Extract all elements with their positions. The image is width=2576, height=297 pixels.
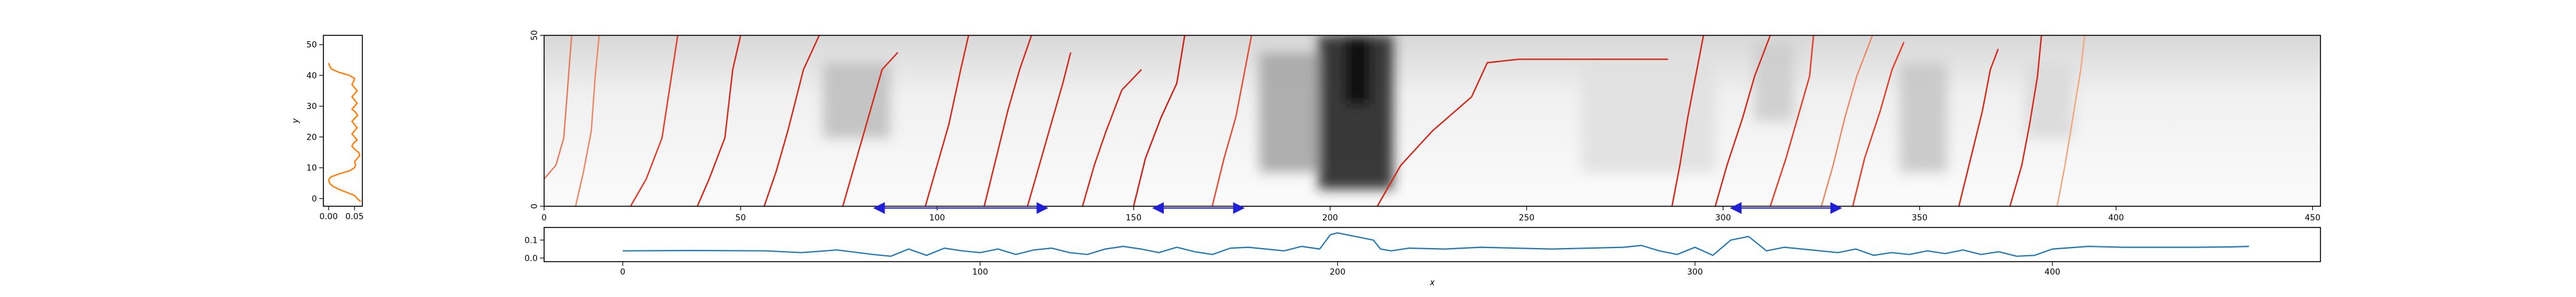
bottom-profile-xlabel: x [1429, 278, 1435, 288]
left-profile-series-line [328, 62, 362, 203]
heatmap-ridge-line [1026, 52, 1072, 206]
main-xtick-label: 0 [542, 213, 547, 223]
heatmap-dark-region [1346, 35, 1370, 104]
left-ytick-label: 20 [306, 133, 317, 142]
heatmap-ridge-line [1132, 35, 1186, 206]
heatmap-dark-region [823, 62, 891, 138]
heatmap-dark-region [1900, 62, 1947, 173]
main-xtick-label: 50 [735, 213, 746, 223]
main-ytick-label: 50 [530, 30, 539, 41]
heatmap-ridge-line [1714, 35, 1771, 206]
main-xtick-label: 350 [1911, 213, 1927, 223]
heatmap-ridge-line [575, 35, 600, 206]
heatmap-ridge-line [983, 35, 1032, 206]
bottom-xtick-label: 0 [620, 268, 626, 277]
heatmap-ridge-line [2056, 35, 2086, 206]
bottom-profile-axes: 0 100 200 300 400 0.0 0.1 [525, 236, 2060, 277]
bottom-xtick-label: 400 [2044, 268, 2060, 277]
heatmap-dark-region [1755, 42, 1794, 121]
main-heatmap-axes: 0 50 100 150 200 250 300 350 400 450 0 50 [530, 30, 2320, 223]
left-ytick-label: 40 [306, 71, 317, 81]
bottom-ytick-label: 0.0 [525, 254, 538, 263]
heatmap-ridge-line [763, 35, 820, 206]
left-profile-frame [323, 35, 363, 207]
bottom-profile-frame [544, 227, 2321, 262]
heatmap-dark-regions [823, 35, 2073, 189]
main-xtick-label: 100 [929, 213, 945, 223]
main-xtick-label: 450 [2305, 213, 2320, 223]
heatmap-ridge-line [1082, 69, 1143, 206]
heatmap-ridge-line [630, 35, 679, 206]
left-ytick-label: 50 [306, 41, 317, 50]
heatmap-ridge-line [1821, 35, 1873, 206]
heatmap-ridge-line [696, 35, 742, 206]
left-ytick-label: 10 [306, 164, 317, 173]
main-xtick-label: 150 [1126, 213, 1142, 223]
heatmap-ridge-line [544, 35, 572, 180]
heatmap-ridge-line [1671, 35, 1704, 206]
heatmap-dark-region [1259, 52, 1318, 172]
heatmap-ridge-line [1852, 42, 1905, 206]
heatmap-ridge-line [1376, 58, 1519, 206]
main-ytick-label: 0 [530, 204, 539, 209]
heatmap-ridge-line [1211, 35, 1252, 206]
bottom-profile-series-line [623, 232, 2249, 257]
heatmap-ridge-line [1958, 48, 1999, 206]
bottom-xtick-label: 300 [1687, 268, 1703, 277]
heatmap-ridge-line [842, 52, 899, 206]
left-ytick-label: 30 [306, 102, 317, 111]
heatmap-ridge-line [1769, 35, 1815, 206]
left-xtick-label: 0.05 [345, 212, 364, 222]
bottom-profile-panel: 0 100 200 300 400 0.0 0.1 x [525, 227, 2321, 288]
bottom-xtick-label: 100 [973, 268, 988, 277]
left-profile-axes: 0 10 20 30 40 50 0.00 0.05 [306, 41, 364, 222]
heatmap-ridge-line [924, 35, 970, 206]
left-xtick-label: 0.00 [319, 212, 338, 222]
heatmap-dark-region [2025, 62, 2073, 138]
main-xtick-label: 400 [2108, 213, 2124, 223]
heatmap-dark-region [1582, 52, 1716, 172]
heatmap-ridge-lines [544, 35, 2086, 206]
bottom-ytick-label: 0.1 [525, 236, 538, 245]
left-profile-plot [328, 62, 362, 203]
main-xtick-label: 250 [1518, 213, 1534, 223]
main-xtick-label: 300 [1715, 213, 1731, 223]
main-xtick-label: 200 [1322, 213, 1338, 223]
bottom-profile-plot [623, 232, 2249, 257]
main-heatmap-frame [544, 35, 2321, 207]
main-heatmap-panel: 0 50 100 150 200 250 300 350 400 450 0 50 [530, 30, 2321, 223]
left-profile-ylabel: y [291, 118, 300, 124]
left-profile-panel: 0 10 20 30 40 50 0.00 0.05 y [291, 35, 364, 222]
left-ytick-label: 0 [312, 194, 317, 204]
bottom-xtick-label: 200 [1330, 268, 1346, 277]
heatmap-ridge-line [2009, 35, 2043, 206]
